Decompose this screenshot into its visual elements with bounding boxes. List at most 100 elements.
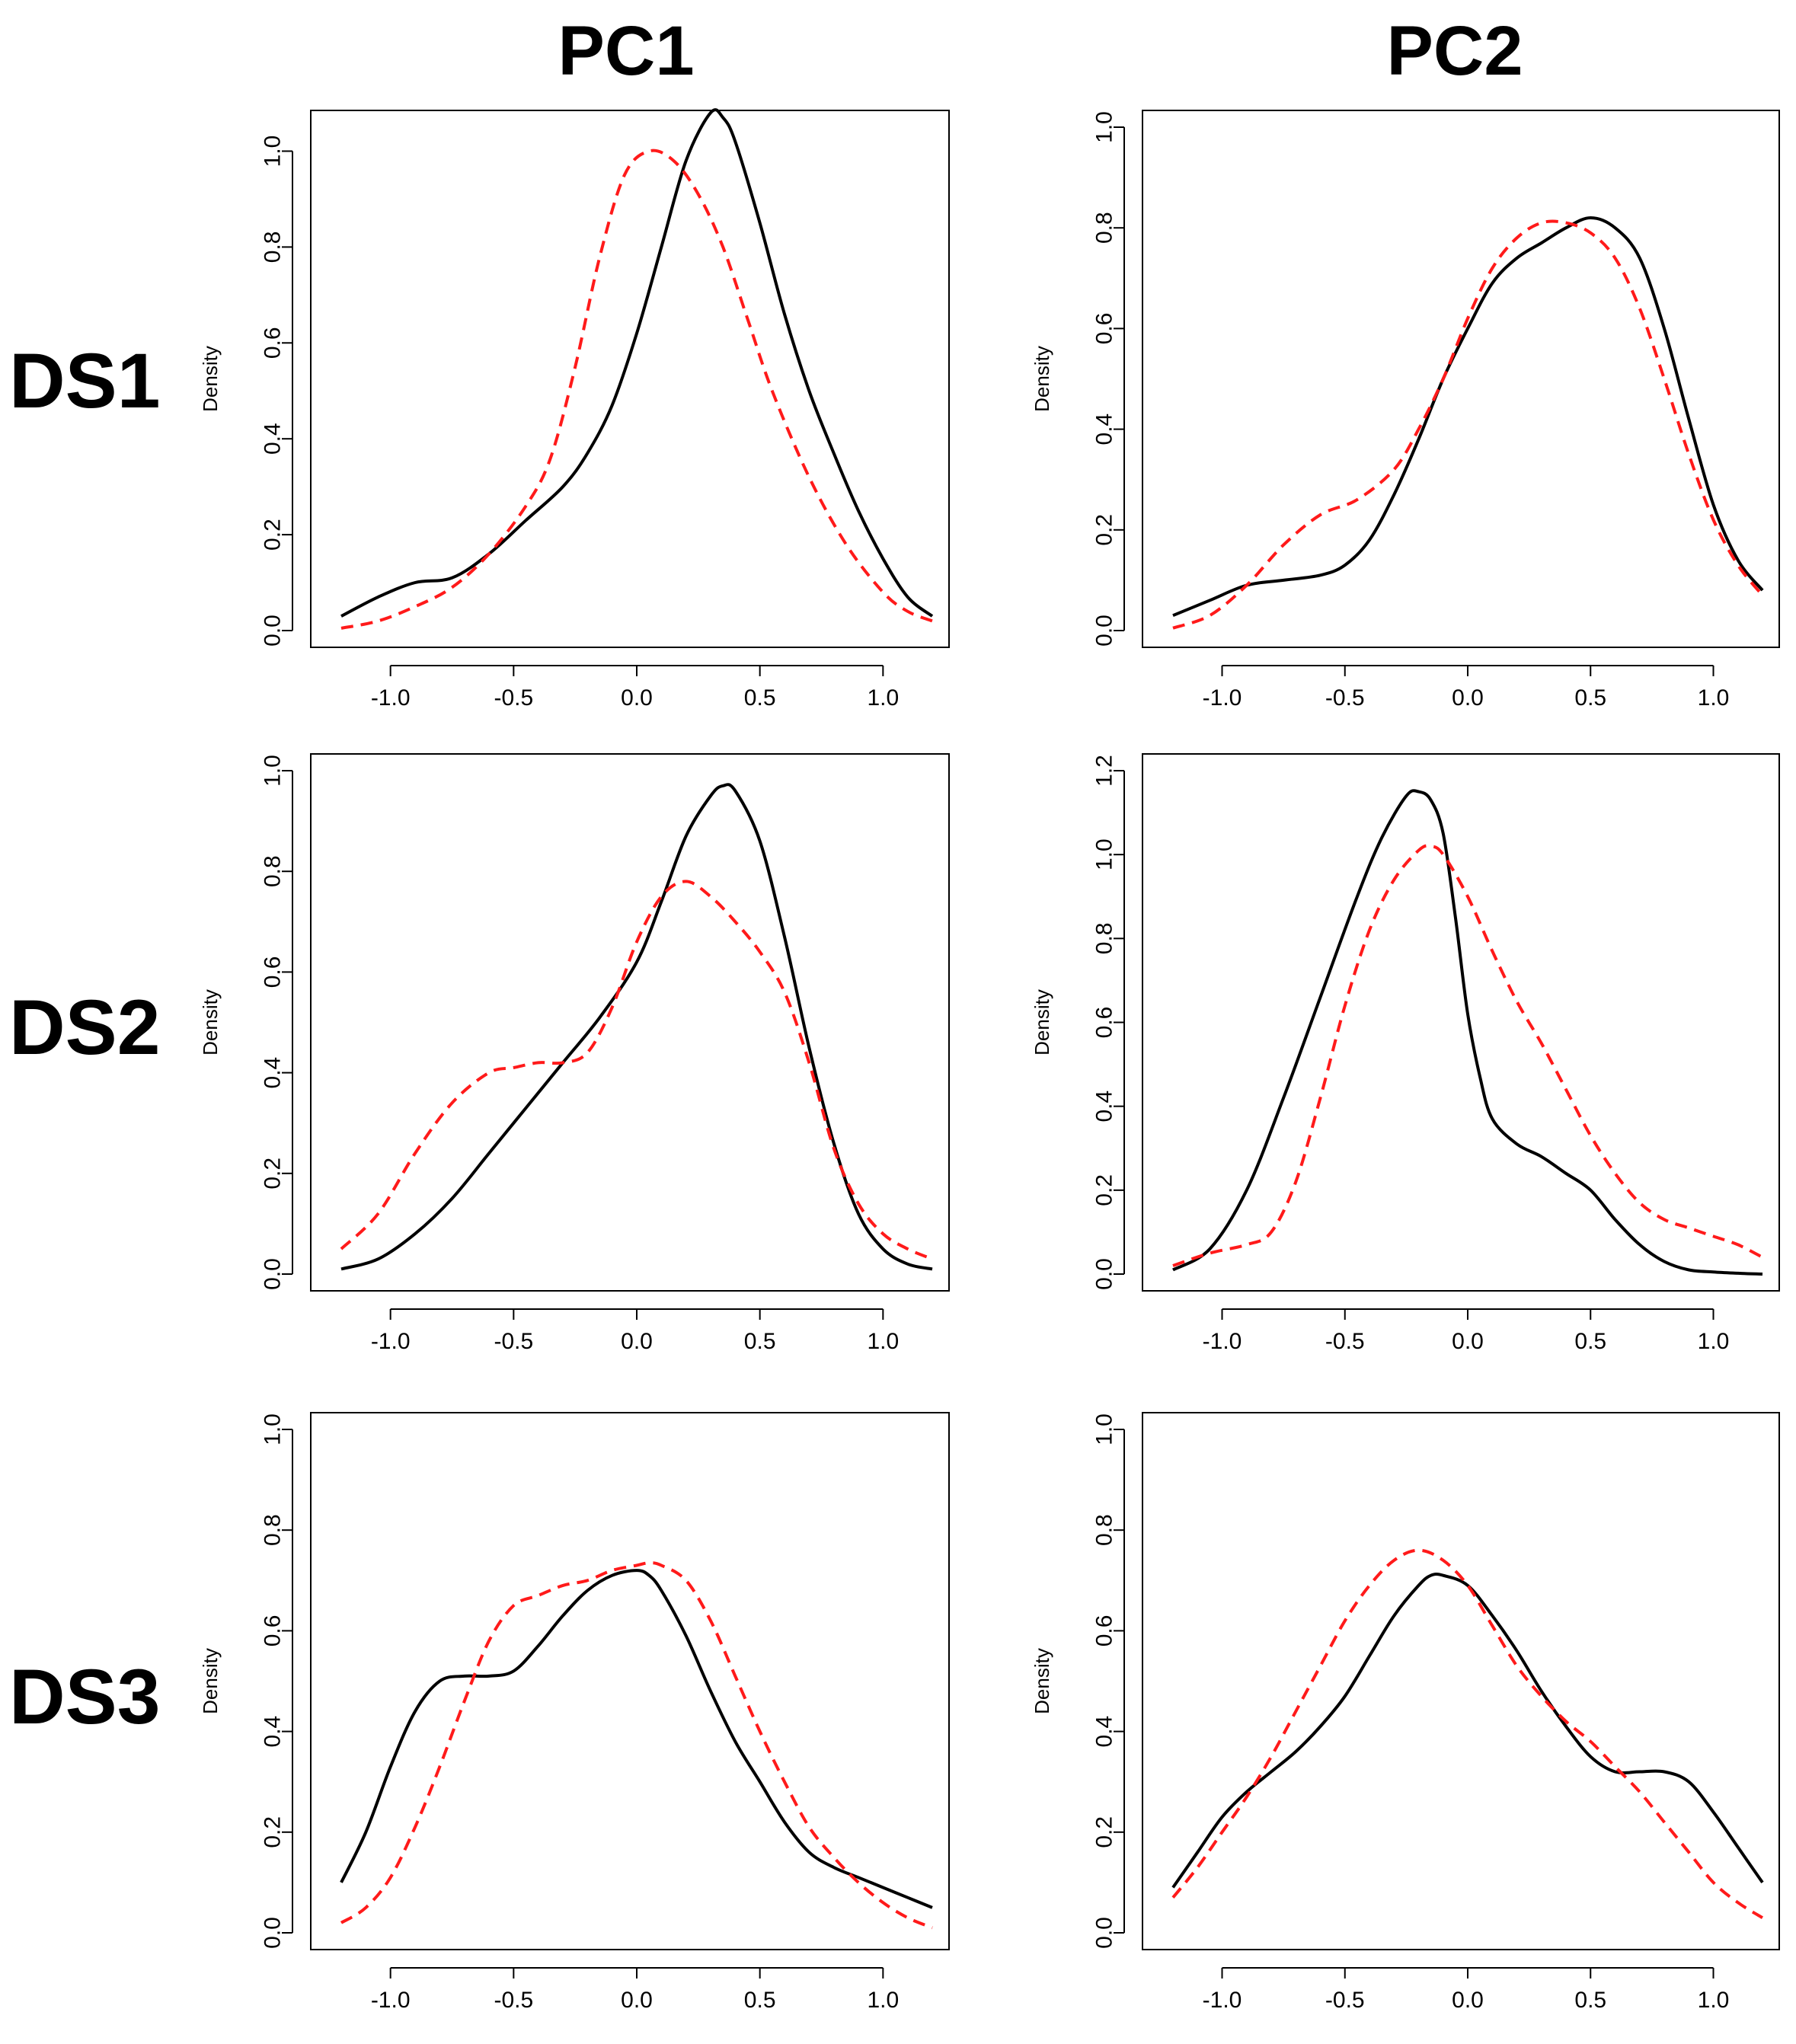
y-tick-label: 0.2	[260, 1816, 286, 1848]
y-axis: 0.0 0.2 0.4 0.6 0.8 1.0	[1092, 1413, 1125, 1949]
chart-ds3-pc1: -1.0 -0.5 0.0 0.5 1.0 0.0 0.2 0.4 0.6 0.8 1.0 Densi…	[199, 1412, 950, 2013]
y-tick-label: 0.2	[1092, 514, 1117, 546]
x-tick-label: 0.5	[744, 1988, 776, 2013]
y-axis-title: Density	[199, 989, 222, 1056]
y-tick-label: 1.0	[1092, 111, 1117, 143]
x-tick-label: 1.0	[867, 1988, 899, 2013]
series-line-dashed-red	[1172, 844, 1763, 1267]
x-tick-label: 0.0	[1452, 1988, 1484, 2013]
y-tick-label: 1.0	[1092, 1413, 1117, 1445]
x-tick-label: 0.5	[744, 1329, 776, 1354]
x-tick-label: 0.0	[621, 1329, 653, 1354]
y-axis-title: Density	[199, 346, 222, 412]
plot-frame	[310, 110, 950, 648]
x-tick-label: -1.0	[1203, 1329, 1242, 1354]
y-tick-label: 1.0	[1092, 838, 1117, 870]
y-tick-label: 0.6	[1092, 1007, 1117, 1039]
y-tick-label: 0.0	[260, 1917, 286, 1949]
chart-ds2-pc2: -1.0 -0.5 0.0 0.5 1.0 0.0 0.2 0.4 0.6 0.8 1.0 1.2 De…	[1031, 753, 1780, 1354]
x-axis: -1.0 -0.5 0.0 0.5 1.0	[371, 1308, 899, 1354]
x-tick-label: 0.5	[1574, 1988, 1606, 2013]
x-tick-label: 0.0	[1452, 685, 1484, 711]
x-tick-label: 1.0	[1698, 1988, 1730, 2013]
y-axis: 0.0 0.2 0.4 0.6 0.8 1.0	[260, 1413, 293, 1949]
series-line-solid-black	[340, 1569, 933, 1909]
y-tick-label: 1.0	[260, 1413, 286, 1445]
y-axis: 0.0 0.2 0.4 0.6 0.8 1.0	[260, 136, 293, 647]
series-line-dashed-red	[340, 880, 933, 1261]
y-tick-label: 0.6	[260, 327, 286, 359]
plot-frame	[310, 1412, 950, 1950]
y-tick-label: 0.8	[1092, 922, 1117, 954]
x-axis: -1.0 -0.5 0.0 0.5 1.0	[371, 1967, 899, 2013]
y-tick-label: 0.4	[260, 1716, 286, 1748]
y-tick-label: 0.2	[260, 1158, 286, 1190]
y-tick-label: 0.4	[1092, 1716, 1117, 1748]
x-axis: -1.0 -0.5 0.0 0.5 1.0	[371, 665, 899, 711]
y-tick-label: 0.0	[260, 615, 286, 647]
x-tick-label: 0.5	[1574, 1329, 1606, 1354]
y-tick-label: 0.4	[1092, 414, 1117, 446]
y-tick-label: 0.0	[260, 1258, 286, 1290]
x-axis: -1.0 -0.5 0.0 0.5 1.0	[1203, 665, 1730, 711]
y-tick-label: 1.0	[260, 755, 286, 787]
series-line-solid-black	[1172, 216, 1764, 618]
row-label-ds2: DS2	[9, 984, 160, 1071]
y-tick-label: 0.0	[1092, 1917, 1117, 1949]
series-line-solid-black	[1172, 789, 1763, 1276]
x-tick-label: 1.0	[1698, 685, 1730, 711]
x-tick-label: 1.0	[867, 1329, 899, 1354]
chart-panels: -1.0 -0.5 0.0 0.5 1.0 0.0 0.2 0.4 0.6 0.8 1.0 Densi…	[199, 108, 1780, 2013]
series-line-dashed-red	[340, 1561, 933, 1930]
y-tick-label: 0.8	[1092, 212, 1117, 244]
x-tick-label: 1.0	[1698, 1329, 1730, 1354]
y-tick-label: 0.8	[260, 1514, 286, 1546]
y-tick-label: 0.0	[1092, 1258, 1117, 1290]
x-tick-label: 1.0	[867, 685, 899, 711]
y-tick-label: 0.2	[1092, 1174, 1117, 1206]
series-line-solid-black	[1171, 1573, 1764, 1889]
series-line-dashed-red	[1171, 1548, 1764, 1919]
x-tick-label: -0.5	[1325, 1988, 1365, 2013]
x-tick-label: -0.5	[494, 1329, 533, 1354]
y-tick-label: 0.6	[1092, 1615, 1117, 1647]
x-tick-label: -0.5	[1325, 1329, 1365, 1354]
y-tick-label: 0.0	[1092, 615, 1117, 647]
row-label-ds1: DS1	[9, 337, 160, 424]
y-tick-label: 0.8	[260, 232, 286, 263]
x-axis: -1.0 -0.5 0.0 0.5 1.0	[1203, 1308, 1730, 1354]
plot-frame	[1142, 110, 1780, 648]
y-tick-label: 0.4	[260, 423, 286, 455]
x-tick-label: 0.0	[1452, 1329, 1484, 1354]
y-tick-label: 0.6	[260, 957, 286, 988]
chart-ds1-pc2: -1.0 -0.5 0.0 0.5 1.0 0.0 0.2 0.4 0.6 0.8 1.0 Densi…	[1031, 110, 1780, 711]
x-axis: -1.0 -0.5 0.0 0.5 1.0	[1203, 1967, 1730, 2013]
x-tick-label: 0.5	[1574, 685, 1606, 711]
row-label-ds3: DS3	[9, 1653, 160, 1740]
plot-frame	[1142, 1412, 1780, 1950]
y-axis-title: Density	[199, 1648, 222, 1714]
series-line-dashed-red	[1172, 219, 1764, 630]
y-tick-label: 0.8	[260, 855, 286, 887]
y-tick-label: 0.4	[260, 1057, 286, 1089]
chart-ds3-pc2: -1.0 -0.5 0.0 0.5 1.0 0.0 0.2 0.4 0.6 0.8 1.0 Densi…	[1031, 1412, 1780, 2013]
y-axis: 0.0 0.2 0.4 0.6 0.8 1.0 1.2	[1092, 755, 1125, 1290]
x-tick-label: -1.0	[371, 1988, 411, 2013]
x-tick-label: 0.0	[621, 685, 653, 711]
x-tick-label: -1.0	[1203, 685, 1242, 711]
x-tick-label: -0.5	[494, 685, 533, 711]
y-tick-label: 0.2	[1092, 1816, 1117, 1848]
x-tick-label: -0.5	[494, 1988, 533, 2013]
column-title-pc2: PC2	[1387, 12, 1523, 90]
y-axis: 0.0 0.2 0.4 0.6 0.8 1.0	[260, 755, 293, 1290]
series-line-dashed-red	[340, 149, 933, 630]
y-tick-label: 0.2	[260, 519, 286, 551]
series-line-solid-black	[340, 783, 933, 1271]
y-axis-title: Density	[1031, 1648, 1053, 1714]
x-tick-label: -1.0	[371, 685, 411, 711]
y-tick-label: 0.4	[1092, 1091, 1117, 1123]
x-tick-label: -0.5	[1325, 685, 1365, 711]
y-axis: 0.0 0.2 0.4 0.6 0.8 1.0	[1092, 111, 1125, 647]
x-tick-label: 0.5	[744, 685, 776, 711]
chart-ds2-pc1: -1.0 -0.5 0.0 0.5 1.0 0.0 0.2 0.4 0.6 0.8 1.0 Densi…	[199, 753, 950, 1354]
